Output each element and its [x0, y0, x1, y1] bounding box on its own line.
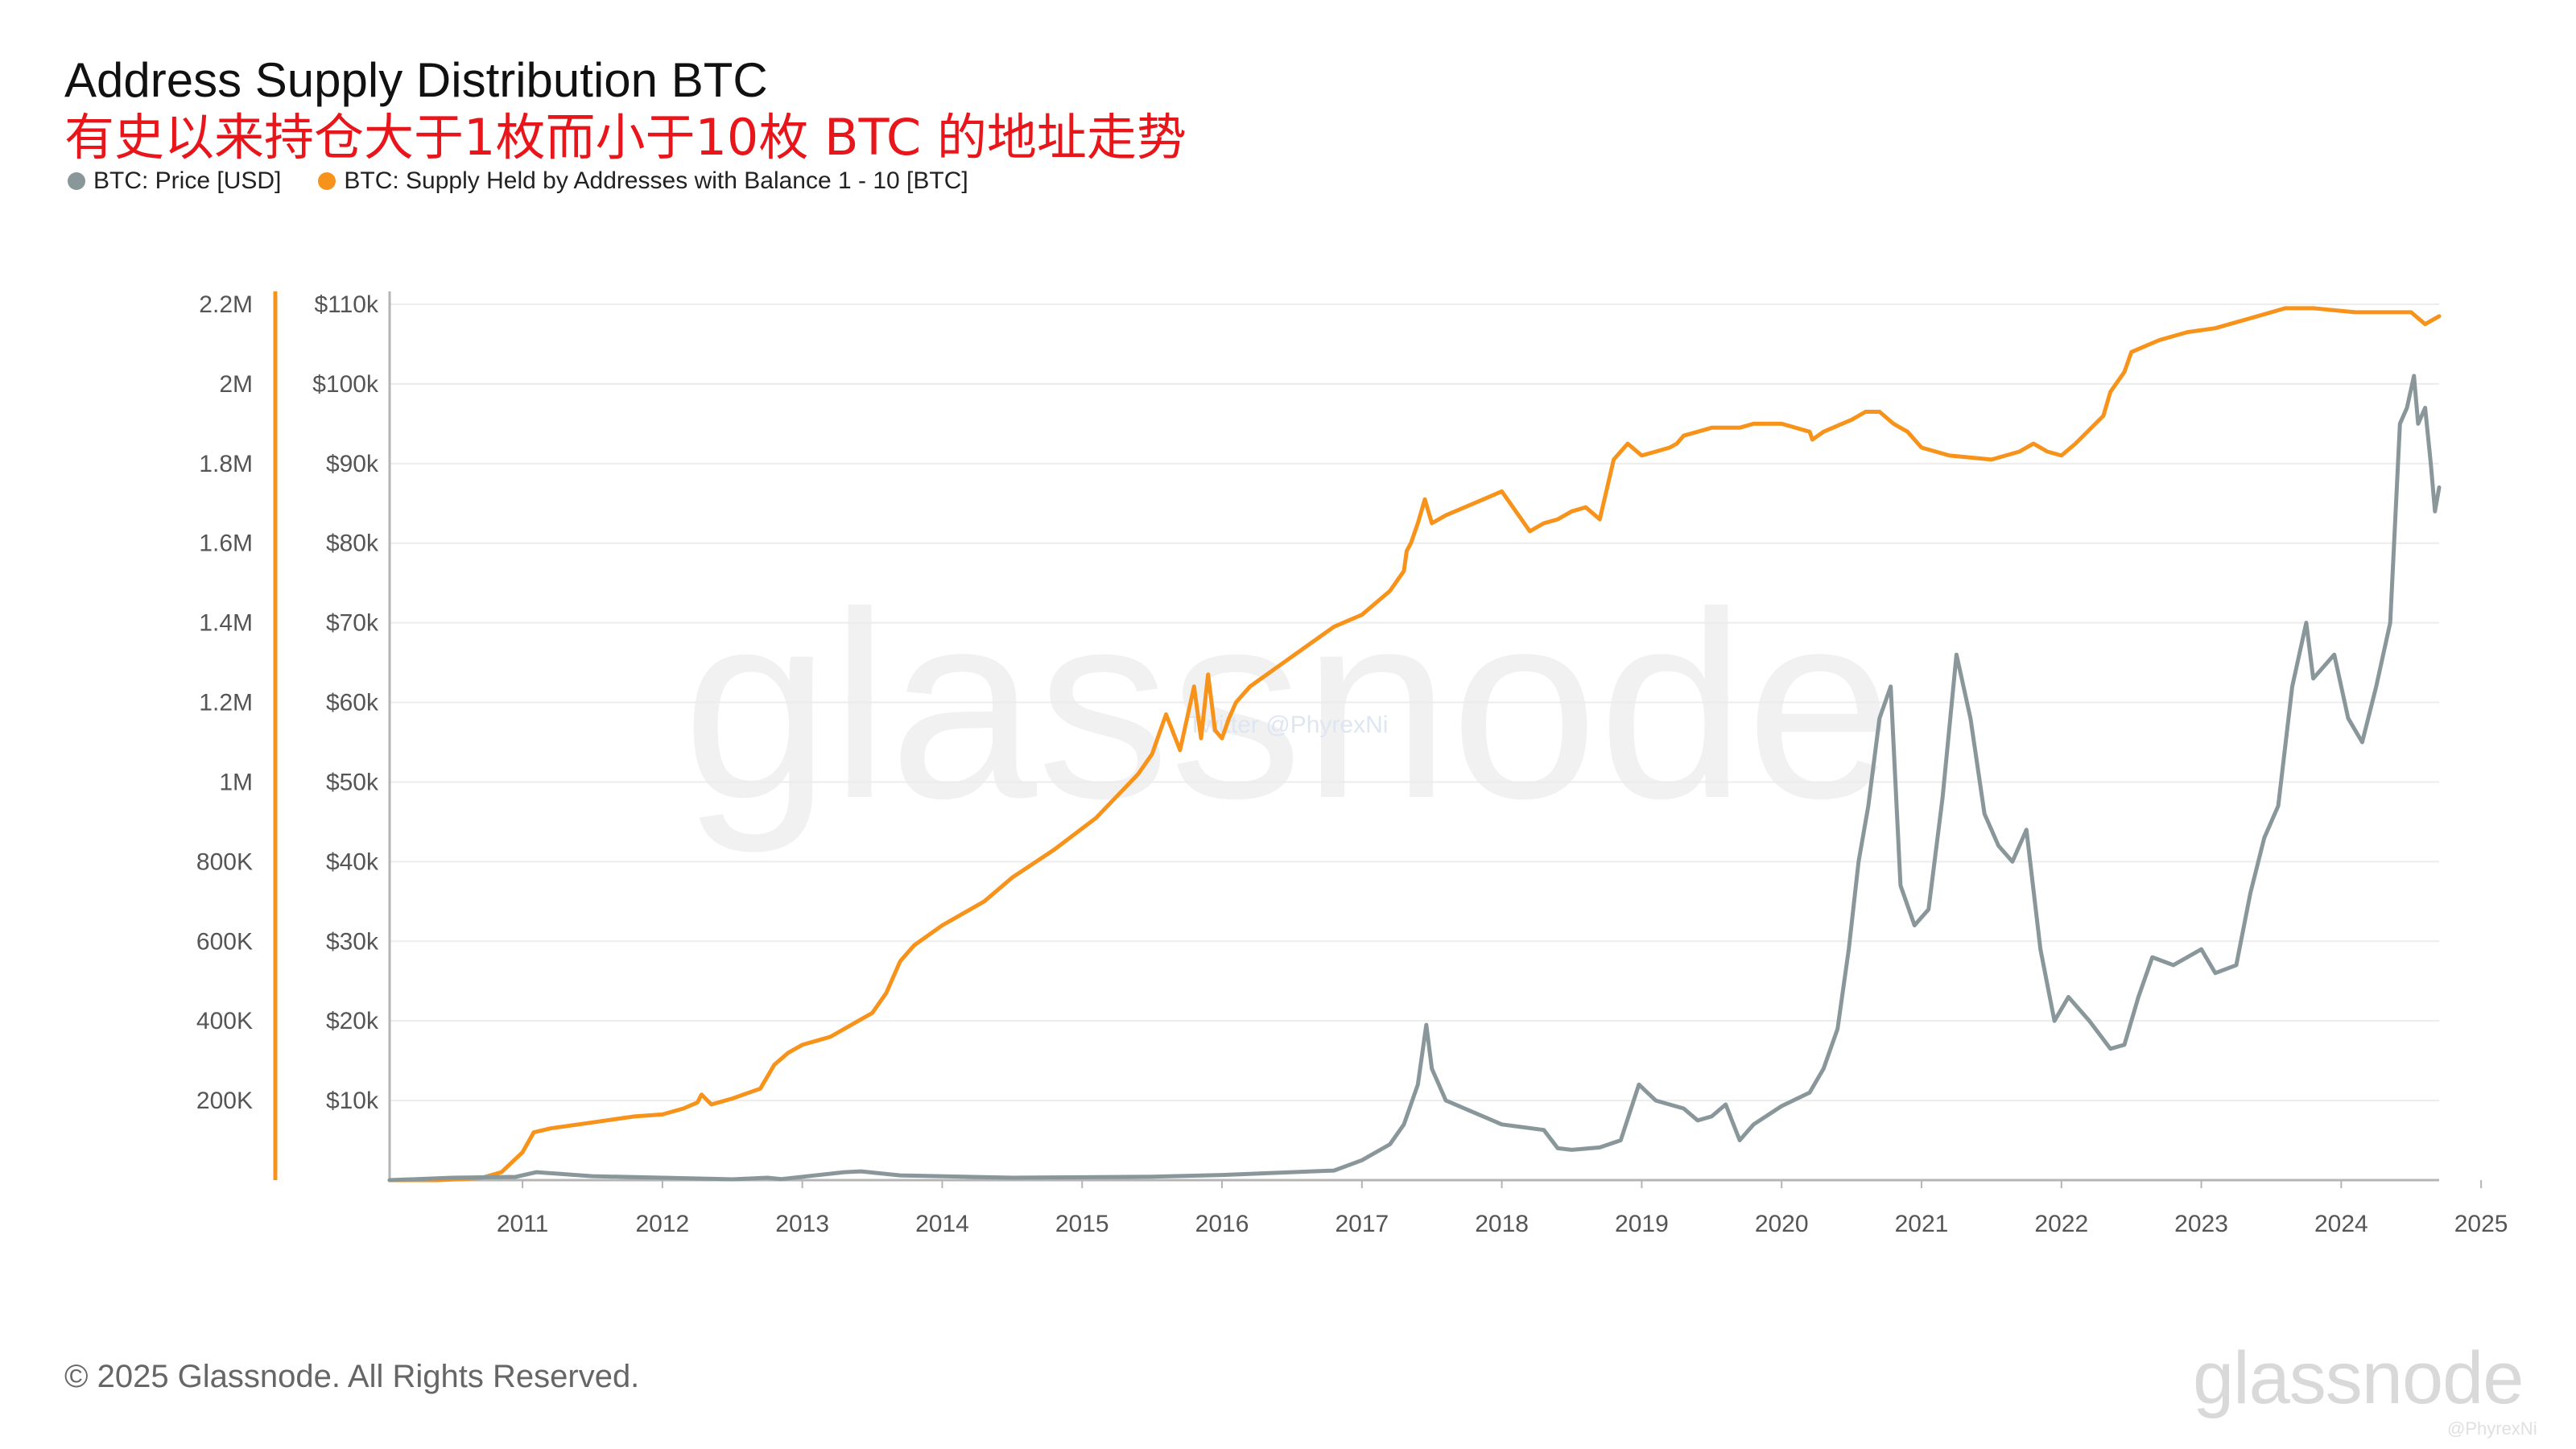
supply-tick-label: 1.4M	[199, 610, 253, 637]
price-tick-label: $110k	[314, 291, 379, 318]
x-tick-label: 2015	[1055, 1211, 1109, 1237]
supply-tick-label: 1.6M	[199, 530, 253, 557]
price-tick-label: $30k	[326, 928, 379, 955]
chart-title: Address Supply Distribution BTC	[64, 53, 768, 107]
supply-tick-label: 1.2M	[199, 690, 253, 716]
supply-tick-label: 1M	[219, 769, 253, 795]
x-tick-label: 2025	[2454, 1211, 2508, 1237]
price-tick-label: $100k	[312, 371, 379, 398]
x-tick-label: 2021	[1895, 1211, 1949, 1237]
supply-tick-label: 800K	[196, 848, 253, 875]
price-series-line	[387, 374, 2442, 1183]
supply-tick-label: 1.8M	[199, 451, 253, 477]
glassnode-logo: glassnode	[2193, 1337, 2524, 1419]
author-credit: @PhyrexNi	[2447, 1418, 2537, 1439]
x-tick-label: 2014	[915, 1211, 969, 1237]
x-tick-label: 2013	[775, 1211, 829, 1237]
legend-label-supply: BTC: Supply Held by Addresses with Balan…	[344, 167, 968, 194]
price-tick-label: $20k	[326, 1008, 379, 1034]
price-tick-label: $90k	[326, 451, 379, 477]
x-tick-label: 2016	[1195, 1211, 1249, 1237]
legend-item-supply[interactable]: BTC: Supply Held by Addresses with Balan…	[318, 167, 968, 195]
x-tick-label: 2024	[2314, 1211, 2368, 1237]
supply-tick-label: 2.2M	[199, 291, 253, 318]
supply-tick-label: 200K	[196, 1088, 253, 1114]
price-tick-label: $70k	[326, 610, 379, 637]
legend: BTC: Price [USD] BTC: Supply Held by Add…	[68, 167, 968, 195]
price-tick-label: $50k	[326, 769, 379, 795]
x-tick-label: 2018	[1475, 1211, 1529, 1237]
x-tick-label: 2012	[636, 1211, 690, 1237]
legend-item-price[interactable]: BTC: Price [USD]	[68, 167, 281, 195]
price-tick-label: $40k	[326, 848, 379, 875]
supply-tick-label: 600K	[196, 928, 253, 955]
price-tick-label: $60k	[326, 690, 379, 716]
price-tick-label: $80k	[326, 530, 379, 557]
legend-label-price: BTC: Price [USD]	[93, 167, 282, 194]
supply-tick-label: 400K	[196, 1008, 253, 1034]
x-tick-label: 2022	[2034, 1211, 2088, 1237]
x-tick-label: 2023	[2174, 1211, 2228, 1237]
copyright-text: © 2025 Glassnode. All Rights Reserved.	[64, 1359, 640, 1394]
supply-series-line	[387, 306, 2442, 1183]
supply-legend-dot-icon	[318, 172, 336, 190]
chart-subtitle: 有史以来持仓大于1枚而小于10枚 BTC 的地址走势	[64, 108, 1187, 167]
twitter-watermark: Twitter @PhyrexNi	[1188, 712, 1389, 738]
background-watermark: glassnode	[683, 556, 1894, 855]
x-tick-label: 2017	[1335, 1211, 1389, 1237]
x-tick-label: 2019	[1615, 1211, 1669, 1237]
price-tick-label: $10k	[326, 1088, 379, 1114]
supply-tick-label: 2M	[219, 371, 253, 398]
x-tick-label: 2011	[497, 1211, 549, 1237]
x-tick-label: 2020	[1755, 1211, 1809, 1237]
price-legend-dot-icon	[68, 172, 85, 190]
